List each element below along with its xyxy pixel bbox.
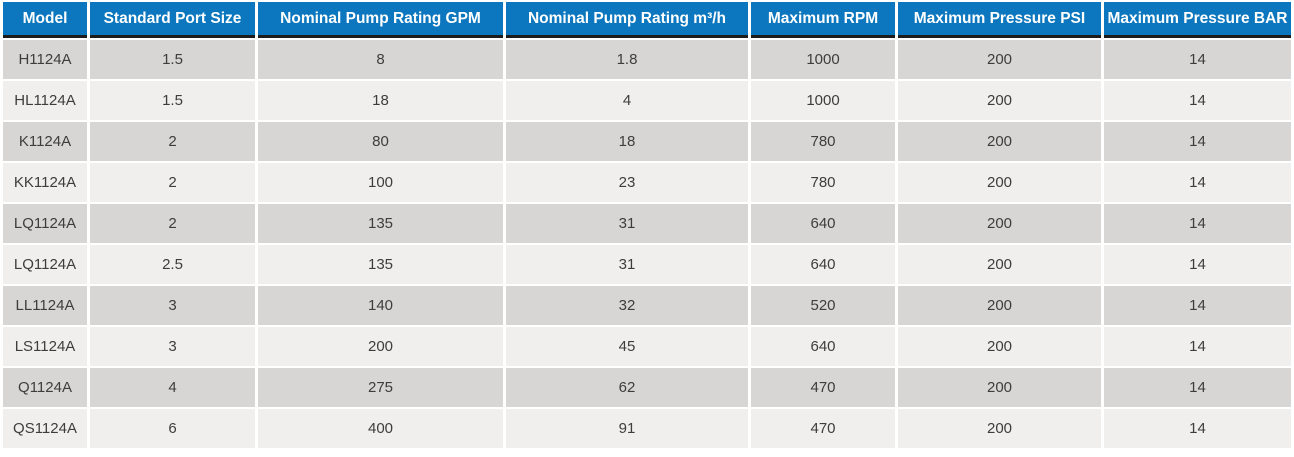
model-cell: K1124A (3, 122, 87, 161)
model-cell: HL1124A (3, 81, 87, 120)
table-row: H1124A 1.5 8 1.8 1000 200 14 (3, 40, 1291, 79)
table-row: LQ1124A 2.5 135 31 640 200 14 (3, 245, 1291, 284)
table-row: KK1124A 2 100 23 780 200 14 (3, 163, 1291, 202)
table-cell: 62 (506, 368, 748, 407)
table-cell: 200 (898, 409, 1101, 448)
table-cell: 32 (506, 286, 748, 325)
table-row: LS1124A 3 200 45 640 200 14 (3, 327, 1291, 366)
table-cell: 640 (751, 327, 895, 366)
table-cell: 140 (258, 286, 503, 325)
table-cell: 200 (898, 40, 1101, 79)
column-header-nominal-pump-rating-gpm: Nominal Pump Rating GPM (258, 2, 503, 38)
table-cell: 18 (506, 122, 748, 161)
table-cell: 2.5 (90, 245, 255, 284)
table-cell: 14 (1104, 40, 1291, 79)
table-cell: 4 (506, 81, 748, 120)
table-cell: 3 (90, 327, 255, 366)
table-cell: 780 (751, 163, 895, 202)
table-cell: 31 (506, 204, 748, 243)
table-cell: 470 (751, 409, 895, 448)
table-cell: 200 (898, 204, 1101, 243)
table-cell: 14 (1104, 368, 1291, 407)
table-cell: 45 (506, 327, 748, 366)
table-cell: 1.5 (90, 81, 255, 120)
table-row: K1124A 2 80 18 780 200 14 (3, 122, 1291, 161)
model-cell: Q1124A (3, 368, 87, 407)
table-cell: 520 (751, 286, 895, 325)
table-header-row: Model Standard Port Size Nominal Pump Rati… (3, 2, 1291, 38)
table-cell: 31 (506, 245, 748, 284)
table-cell: 6 (90, 409, 255, 448)
column-header-model: Model (3, 2, 87, 38)
table-cell: 1000 (751, 40, 895, 79)
table-cell: 80 (258, 122, 503, 161)
model-cell: LQ1124A (3, 245, 87, 284)
table-cell: 23 (506, 163, 748, 202)
model-cell: KK1124A (3, 163, 87, 202)
table-cell: 640 (751, 245, 895, 284)
column-header-maximum-rpm: Maximum RPM (751, 2, 895, 38)
table-body: H1124A 1.5 8 1.8 1000 200 14 HL1124A 1.5 18 4 1000 2… (3, 40, 1291, 448)
table-cell: 14 (1104, 163, 1291, 202)
table-header: Model Standard Port Size Nominal Pump Rati… (3, 2, 1291, 38)
table-cell: 14 (1104, 245, 1291, 284)
table-cell: 1.8 (506, 40, 748, 79)
table-cell: 275 (258, 368, 503, 407)
table-cell: 200 (898, 327, 1101, 366)
table-row: LL1124A 3 140 32 520 200 14 (3, 286, 1291, 325)
column-header-nominal-pump-rating-m-h: Nominal Pump Rating m³/h (506, 2, 748, 38)
table-cell: 780 (751, 122, 895, 161)
table-cell: 4 (90, 368, 255, 407)
table-cell: 400 (258, 409, 503, 448)
table-cell: 14 (1104, 409, 1291, 448)
table-cell: 100 (258, 163, 503, 202)
column-header-standard-port-size: Standard Port Size (90, 2, 255, 38)
table-cell: 200 (898, 368, 1101, 407)
table-row: LQ1124A 2 135 31 640 200 14 (3, 204, 1291, 243)
table-cell: 18 (258, 81, 503, 120)
table-cell: 14 (1104, 81, 1291, 120)
table-row: HL1124A 1.5 18 4 1000 200 14 (3, 81, 1291, 120)
table-cell: 14 (1104, 122, 1291, 161)
table-cell: 135 (258, 245, 503, 284)
model-cell: QS1124A (3, 409, 87, 448)
table-cell: 200 (258, 327, 503, 366)
table-cell: 8 (258, 40, 503, 79)
table-cell: 1.5 (90, 40, 255, 79)
table-cell: 200 (898, 122, 1101, 161)
table-cell: 135 (258, 204, 503, 243)
column-header-maximum-pressure-bar: Maximum Pressure BAR (1104, 2, 1291, 38)
table-cell: 14 (1104, 204, 1291, 243)
model-cell: LQ1124A (3, 204, 87, 243)
table-cell: 200 (898, 245, 1101, 284)
table-cell: 200 (898, 81, 1101, 120)
model-cell: LL1124A (3, 286, 87, 325)
table-cell: 14 (1104, 327, 1291, 366)
table-cell: 2 (90, 204, 255, 243)
model-cell: H1124A (3, 40, 87, 79)
table-row: QS1124A 6 400 91 470 200 14 (3, 409, 1291, 448)
table-cell: 470 (751, 368, 895, 407)
table-cell: 1000 (751, 81, 895, 120)
table-cell: 14 (1104, 286, 1291, 325)
column-header-maximum-pressure-psi: Maximum Pressure PSI (898, 2, 1101, 38)
model-cell: LS1124A (3, 327, 87, 366)
table-cell: 2 (90, 163, 255, 202)
table-cell: 91 (506, 409, 748, 448)
table-cell: 200 (898, 286, 1101, 325)
table-row: Q1124A 4 275 62 470 200 14 (3, 368, 1291, 407)
table-cell: 200 (898, 163, 1101, 202)
table-cell: 640 (751, 204, 895, 243)
table-cell: 3 (90, 286, 255, 325)
table-cell: 2 (90, 122, 255, 161)
